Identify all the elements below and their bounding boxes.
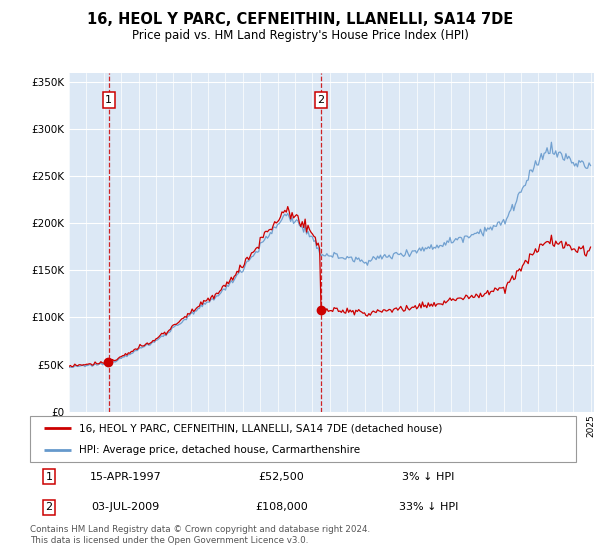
Text: £108,000: £108,000	[255, 502, 308, 512]
Text: HPI: Average price, detached house, Carmarthenshire: HPI: Average price, detached house, Carm…	[79, 445, 360, 455]
Text: 33% ↓ HPI: 33% ↓ HPI	[399, 502, 458, 512]
Text: 1: 1	[106, 95, 112, 105]
Text: 3% ↓ HPI: 3% ↓ HPI	[403, 472, 455, 482]
Text: 2: 2	[317, 95, 325, 105]
Text: 2: 2	[46, 502, 53, 512]
Text: Contains HM Land Registry data © Crown copyright and database right 2024.
This d: Contains HM Land Registry data © Crown c…	[30, 525, 370, 545]
Text: 03-JUL-2009: 03-JUL-2009	[91, 502, 160, 512]
Text: 1: 1	[46, 472, 53, 482]
FancyBboxPatch shape	[30, 416, 576, 462]
Text: 15-APR-1997: 15-APR-1997	[89, 472, 161, 482]
Text: 16, HEOL Y PARC, CEFNEITHIN, LLANELLI, SA14 7DE: 16, HEOL Y PARC, CEFNEITHIN, LLANELLI, S…	[87, 12, 513, 27]
Text: 16, HEOL Y PARC, CEFNEITHIN, LLANELLI, SA14 7DE (detached house): 16, HEOL Y PARC, CEFNEITHIN, LLANELLI, S…	[79, 423, 443, 433]
Text: £52,500: £52,500	[258, 472, 304, 482]
Text: Price paid vs. HM Land Registry's House Price Index (HPI): Price paid vs. HM Land Registry's House …	[131, 29, 469, 42]
